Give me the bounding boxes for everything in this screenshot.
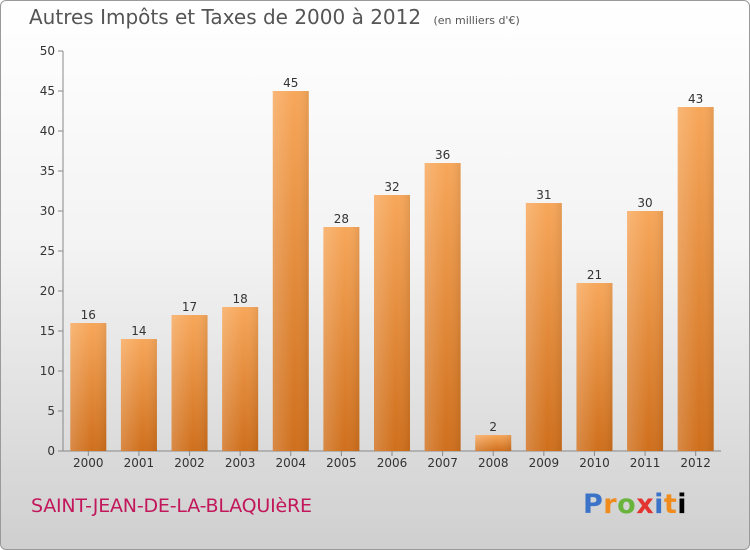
data-label: 32: [384, 180, 399, 194]
data-label: 30: [637, 196, 652, 210]
chart-title-text: Autres Impôts et Taxes de 2000 à 2012: [29, 5, 422, 29]
x-tick-label: 2009: [529, 456, 560, 470]
y-tick-label: 45: [40, 84, 55, 98]
logo-letter: o: [617, 489, 637, 520]
y-tick-label: 25: [40, 244, 55, 258]
data-label: 43: [688, 92, 703, 106]
logo-letter: x: [636, 489, 655, 520]
x-tick-label: 2001: [124, 456, 155, 470]
logo-letter: P: [583, 489, 604, 520]
bar-shade: [374, 195, 410, 451]
y-tick-label: 0: [47, 444, 55, 458]
bar-shade: [627, 211, 664, 451]
proxiti-logo[interactable]: Proxiti: [583, 489, 687, 520]
x-tick-label: 2002: [174, 456, 205, 470]
chart-title: Autres Impôts et Taxes de 2000 à 2012 (e…: [29, 5, 520, 29]
data-label: 16: [81, 308, 96, 322]
x-tick-label: 2003: [225, 456, 256, 470]
data-label: 14: [131, 324, 146, 338]
y-tick-label: 10: [40, 364, 55, 378]
bar-shade: [677, 107, 714, 451]
x-tick-label: 2012: [680, 456, 711, 470]
y-tick-label: 5: [47, 404, 55, 418]
bar-shade: [323, 227, 360, 451]
y-tick-label: 35: [40, 164, 55, 178]
bar-shade: [171, 315, 208, 451]
x-tick-label: 2008: [478, 456, 509, 470]
bar-shade: [424, 163, 461, 451]
x-tick-label: 2005: [326, 456, 357, 470]
bar-shade: [70, 323, 107, 451]
bar-shade: [475, 435, 512, 451]
chart-unit: (en milliers d'€): [433, 14, 520, 27]
y-tick-label: 30: [40, 204, 55, 218]
x-tick-label: 2007: [427, 456, 458, 470]
logo-letter: i: [654, 489, 664, 520]
logo-letter: i: [677, 489, 688, 520]
x-tick-label: 2004: [275, 456, 306, 470]
data-label: 2: [489, 420, 497, 434]
data-label: 18: [233, 292, 248, 306]
data-label: 21: [587, 268, 602, 282]
data-label: 36: [435, 148, 450, 162]
y-tick-label: 20: [40, 284, 55, 298]
x-tick-label: 2006: [377, 456, 408, 470]
data-label: 28: [334, 212, 349, 226]
logo-letter: r: [603, 489, 618, 520]
data-label: 31: [536, 188, 551, 202]
data-label: 17: [182, 300, 197, 314]
bar-shade: [576, 283, 613, 451]
logo-letter: t: [663, 489, 678, 520]
data-label: 45: [283, 76, 298, 90]
y-tick-label: 15: [40, 324, 55, 338]
x-tick-label: 2011: [630, 456, 661, 470]
y-tick-label: 40: [40, 124, 55, 138]
city-name: SAINT-JEAN-DE-LA-BLAQUIèRE: [31, 495, 312, 517]
bar-shade: [222, 307, 259, 451]
bar-shade: [525, 203, 562, 451]
x-tick-label: 2000: [73, 456, 104, 470]
y-tick-label: 50: [40, 44, 55, 58]
x-tick-label: 2010: [579, 456, 610, 470]
bar-shade: [120, 339, 157, 451]
bar-shade: [272, 91, 309, 451]
